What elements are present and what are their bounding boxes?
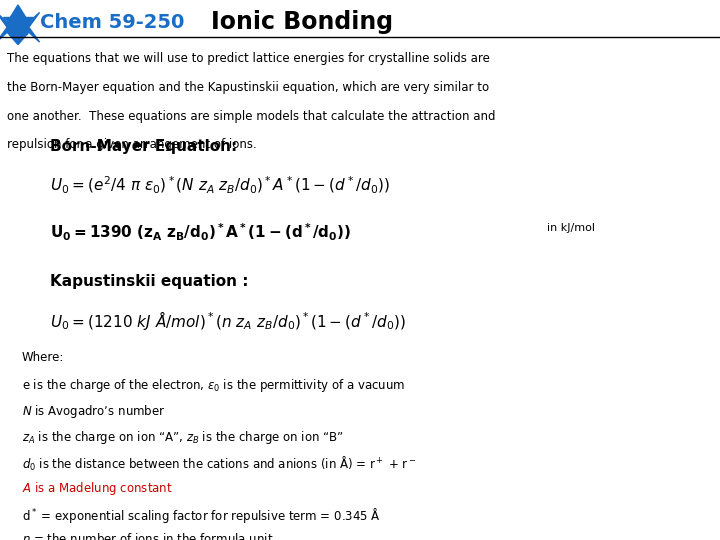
Polygon shape xyxy=(0,5,40,45)
Text: $\mathbf{U_0 = 1390\ (z_A\ z_B / d_0)^* A^* (1 - (d^* / d_0))}$: $\mathbf{U_0 = 1390\ (z_A\ z_B / d_0)^* … xyxy=(50,221,352,243)
Text: $A$ is a Madelung constant: $A$ is a Madelung constant xyxy=(22,480,172,497)
Text: repulsion for a given arrangement of ions.: repulsion for a given arrangement of ion… xyxy=(7,138,257,151)
Text: $U_0 = (1210\ kJ\ \AA / mol)^* (n\ z_A\ z_B / d_0)^* (1 - (d^* / d_0))$: $U_0 = (1210\ kJ\ \AA / mol)^* (n\ z_A\ … xyxy=(50,309,406,332)
Text: The equations that we will use to predict lattice energies for crystalline solid: The equations that we will use to predic… xyxy=(7,52,490,65)
Text: $d_0$ is the distance between the cations and anions (in Å) = r$^+$ + r$^-$: $d_0$ is the distance between the cation… xyxy=(22,455,416,472)
Text: Born-Mayer Equation:: Born-Mayer Equation: xyxy=(50,139,238,154)
Text: the Born-Mayer equation and the Kapustinskii equation, which are very similar to: the Born-Mayer equation and the Kapustin… xyxy=(7,81,490,94)
Text: $z_A$ is the charge on ion “A”, $z_B$ is the charge on ion “B”: $z_A$ is the charge on ion “A”, $z_B$ is… xyxy=(22,429,343,446)
Text: in kJ/mol: in kJ/mol xyxy=(547,222,595,233)
Text: Chem 59-250: Chem 59-250 xyxy=(40,13,184,32)
Text: Ionic Bonding: Ionic Bonding xyxy=(212,10,393,35)
Text: e is the charge of the electron, $\varepsilon_0$ is the permittivity of a vacuum: e is the charge of the electron, $\varep… xyxy=(22,377,405,394)
Text: one another.  These equations are simple models that calculate the attraction an: one another. These equations are simple … xyxy=(7,110,495,123)
Text: Where:: Where: xyxy=(22,352,64,365)
Text: d$^*$ = exponential scaling factor for repulsive term = 0.345 Å: d$^*$ = exponential scaling factor for r… xyxy=(22,506,380,525)
Text: Kapustinskii equation :: Kapustinskii equation : xyxy=(50,274,249,288)
Text: $n$ = the number of ions in the formula unit: $n$ = the number of ions in the formula … xyxy=(22,532,273,540)
Text: $U_0 = (e^2 / 4\ \pi\ \varepsilon_0)^* (N\ z_A\ z_B / d_0)^* A^* (1 - (d^* / d_0: $U_0 = (e^2 / 4\ \pi\ \varepsilon_0)^* (… xyxy=(50,174,390,195)
Text: $N$ is Avogadro’s number: $N$ is Avogadro’s number xyxy=(22,403,165,420)
